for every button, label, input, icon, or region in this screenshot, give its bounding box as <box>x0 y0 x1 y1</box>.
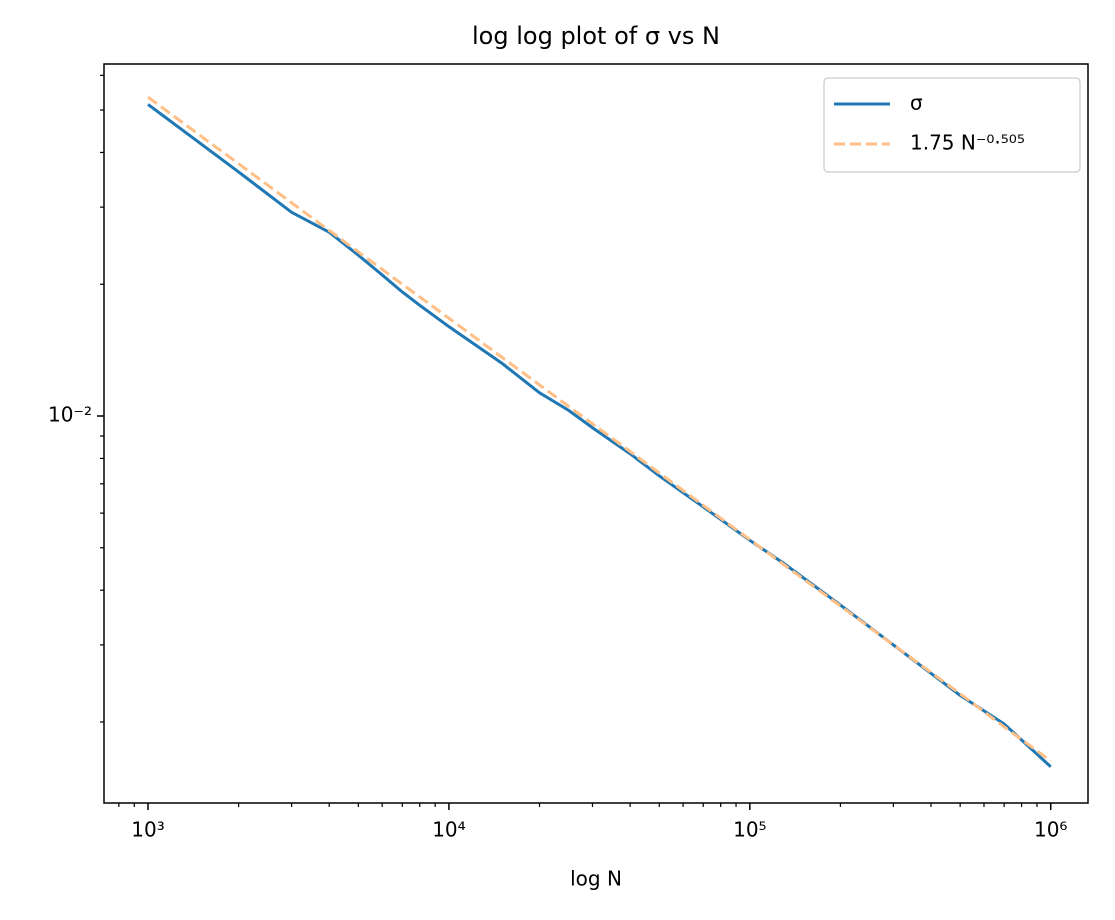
legend-box <box>823 77 1081 173</box>
y-tick-label: 10⁻² <box>48 403 92 427</box>
chart-title: log log plot of σ vs N <box>472 22 720 50</box>
x-tick-label: 10⁵ <box>733 818 766 842</box>
plot-frame <box>103 63 1089 804</box>
x-axis-label: log N <box>570 867 622 891</box>
line-series <box>147 95 1052 763</box>
x-tick-label: 10⁶ <box>1034 818 1067 842</box>
x-tick-label: 10³ <box>131 818 164 842</box>
legend-label: 1.75 N⁻⁰·⁵⁰⁵ <box>910 131 1025 155</box>
x-tick-label: 10⁴ <box>432 818 465 842</box>
legend-label: σ <box>910 91 923 115</box>
